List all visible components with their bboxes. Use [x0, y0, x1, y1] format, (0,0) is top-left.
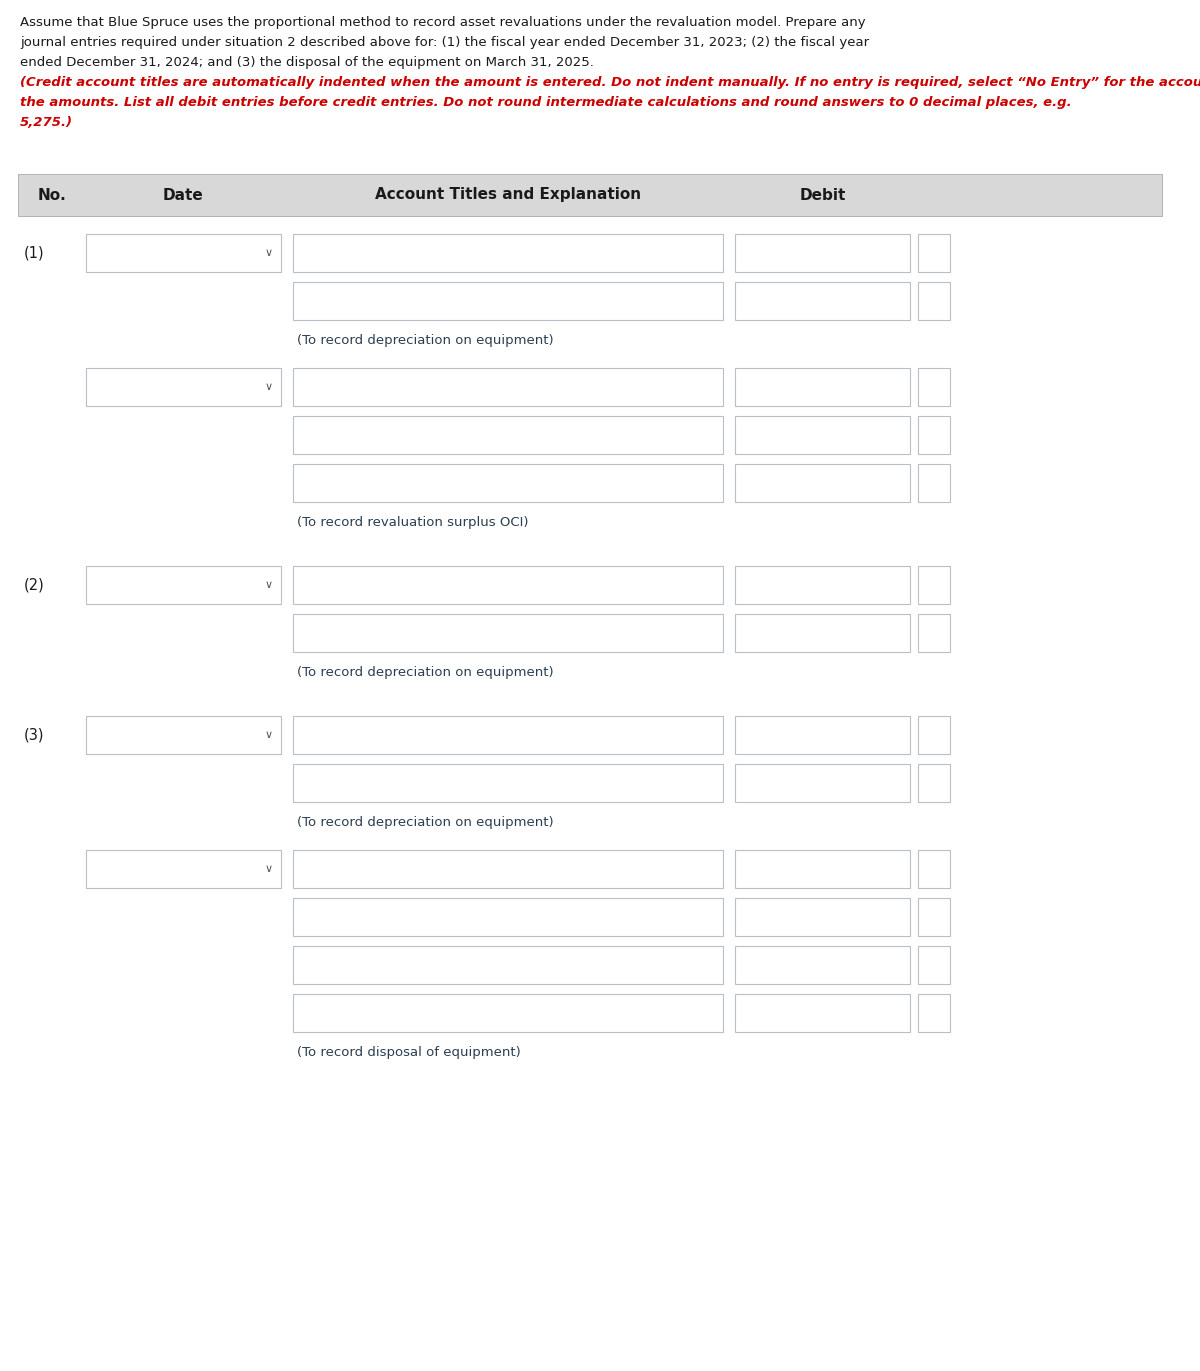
Bar [734, 367, 910, 406]
Text: ended December 31, 2024; and (3) the disposal of the equipment on March 31, 2025: ended December 31, 2024; and (3) the dis… [20, 56, 598, 69]
Text: (To record depreciation on equipment): (To record depreciation on equipment) [298, 816, 553, 829]
Bar [86, 716, 281, 754]
Bar [86, 234, 281, 271]
Text: No.: No. [37, 188, 66, 203]
Bar [734, 282, 910, 319]
Bar [293, 614, 722, 653]
Bar [293, 946, 722, 984]
Text: Assume that Blue Spruce uses the proportional method to record asset revaluation: Assume that Blue Spruce uses the proport… [20, 16, 865, 29]
Bar [293, 463, 722, 502]
Bar [734, 234, 910, 271]
Text: the amounts. List all debit entries before credit entries. Do not round intermed: the amounts. List all debit entries befo… [20, 96, 1072, 110]
Text: Account Titles and Explanation: Account Titles and Explanation [374, 188, 641, 203]
Bar [918, 994, 950, 1032]
Bar [918, 463, 950, 502]
Text: ∨: ∨ [265, 248, 274, 258]
Bar [293, 234, 722, 271]
Bar [86, 566, 281, 605]
Bar [918, 716, 950, 754]
Bar [918, 282, 950, 319]
Text: (To record disposal of equipment): (To record disposal of equipment) [298, 1046, 521, 1058]
Text: ∨: ∨ [265, 864, 274, 873]
Bar [734, 415, 910, 454]
Bar [918, 566, 950, 605]
Bar [293, 566, 722, 605]
Bar [293, 367, 722, 406]
Text: Debit: Debit [799, 188, 846, 203]
Bar [918, 764, 950, 802]
Bar [734, 614, 910, 653]
Text: Date: Date [163, 188, 204, 203]
Bar [293, 716, 722, 754]
Bar [293, 282, 722, 319]
Text: (3): (3) [24, 728, 44, 743]
Bar [293, 994, 722, 1032]
Text: (To record revaluation surplus OCI): (To record revaluation surplus OCI) [298, 515, 528, 529]
Bar [734, 566, 910, 605]
Bar [734, 946, 910, 984]
Text: (2): (2) [24, 577, 44, 592]
Bar [918, 898, 950, 936]
Text: (To record depreciation on equipment): (To record depreciation on equipment) [298, 335, 553, 347]
Bar [918, 367, 950, 406]
Bar [86, 367, 281, 406]
Bar [293, 415, 722, 454]
Bar [734, 764, 910, 802]
Bar [918, 234, 950, 271]
Bar [918, 614, 950, 653]
Bar [293, 850, 722, 888]
Bar [293, 764, 722, 802]
Text: journal entries required under situation 2 described above for: (1) the fiscal y: journal entries required under situation… [20, 36, 869, 49]
Bar [86, 850, 281, 888]
Bar [734, 463, 910, 502]
Bar [734, 898, 910, 936]
Text: (1): (1) [24, 245, 44, 260]
Bar [734, 716, 910, 754]
Bar [293, 898, 722, 936]
Text: (To record depreciation on equipment): (To record depreciation on equipment) [298, 666, 553, 679]
Bar [734, 850, 910, 888]
Text: 5,275.): 5,275.) [20, 117, 73, 129]
Bar [918, 415, 950, 454]
Text: ∨: ∨ [265, 580, 274, 590]
Bar [918, 946, 950, 984]
Bar [734, 994, 910, 1032]
Bar [918, 850, 950, 888]
Text: (Credit account titles are automatically indented when the amount is entered. Do: (Credit account titles are automatically… [20, 75, 1200, 89]
Text: ∨: ∨ [265, 383, 274, 392]
Text: ∨: ∨ [265, 729, 274, 740]
Bar [18, 174, 1162, 217]
